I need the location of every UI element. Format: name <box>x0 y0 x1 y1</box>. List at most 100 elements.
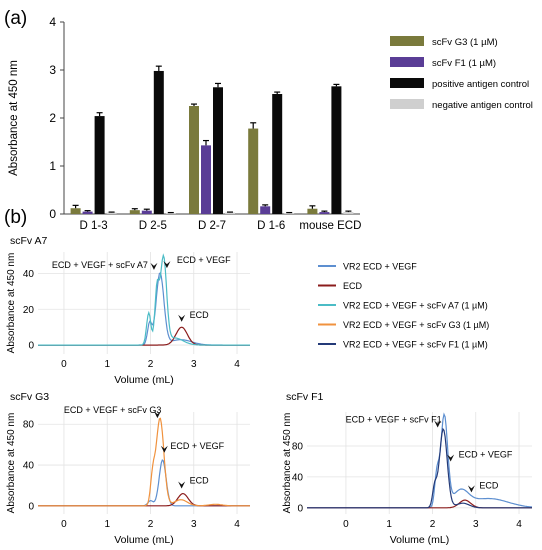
line-legend: VR2 ECD + VEGF ECD VR2 ECD + VEGF + scFv A… <box>318 262 489 350</box>
x-tick-label: 4 <box>516 519 522 530</box>
legend-label: ECD <box>343 281 363 291</box>
bar <box>94 116 105 214</box>
x-tick-label: 2 <box>430 519 436 530</box>
x-axis-label: Volume (mL) <box>114 534 174 546</box>
peak-annotation: ECD + VEGF <box>170 441 224 451</box>
y-tick-label: 0 <box>49 207 56 221</box>
peak-annotation: ECD + VEGF <box>177 255 231 265</box>
y-tick-label: 0 <box>28 501 34 512</box>
chromatogram-g3: scFv G3 Absorbance at 450 nm 0 40 80 0 1 2 3 4 Vol… <box>6 391 250 546</box>
y-axis-label: Absorbance at 450 nm <box>282 413 293 514</box>
bar <box>141 210 152 214</box>
legend-label: VR2 ECD + VEGF + scFv F1 (1 µM) <box>343 340 488 350</box>
bar <box>165 213 176 214</box>
x-tick-label: 3 <box>191 359 197 370</box>
bar <box>153 70 164 215</box>
peak-annotation: ECD + VEGF <box>459 449 513 459</box>
peak-annotation: ECD <box>190 310 210 320</box>
bar-legend: scFv G3 (1 µM) scFv F1 (1 µM) positive ant… <box>390 36 533 111</box>
peak-annotation: ECD + VEGF + scFv G3 <box>64 405 162 415</box>
y-tick-label: 0 <box>28 341 34 352</box>
bar <box>284 213 295 214</box>
x-tick-label: 0 <box>343 519 349 530</box>
bar <box>106 212 117 214</box>
peak-arrow <box>163 261 171 269</box>
bar <box>343 212 354 214</box>
bar <box>272 94 283 214</box>
y-tick-label: 40 <box>23 269 35 280</box>
x-tick-label: 4 <box>234 519 240 530</box>
x-tick-label: 3 <box>473 519 479 530</box>
peak-annotation: ECD <box>479 480 499 490</box>
x-tick-label: 1 <box>104 359 110 370</box>
y-tick-label: 40 <box>292 472 304 483</box>
bar <box>129 210 140 214</box>
x-axis-label: Volume (mL) <box>114 374 174 386</box>
trace-line <box>307 412 533 509</box>
panel-label-b: (b) <box>4 207 27 228</box>
y-axis-label: Absorbance at 450 nm <box>8 60 20 176</box>
legend-swatch <box>390 78 424 88</box>
peak-arrow <box>178 481 186 489</box>
legend-label: scFv F1 (1 µM) <box>432 58 496 69</box>
y-tick-label: 40 <box>23 461 35 472</box>
legend-swatch <box>390 36 424 46</box>
bar <box>82 211 93 214</box>
trace-line <box>38 459 250 507</box>
peak-arrow <box>153 411 161 419</box>
chromatogram-a7: scFv A7 Absorbance at 450 nm 0 20 40 0 1 2 3 4 Vol… <box>6 235 250 386</box>
peak-annotation: ECD <box>190 476 210 486</box>
y-tick-label: 3 <box>49 63 56 77</box>
category-label: D 2-5 <box>139 220 167 232</box>
x-axis-label: Volume (mL) <box>390 534 450 546</box>
peak-annotation: ECD + VEGF + scFv F1 <box>346 414 442 424</box>
x-tick-label: 2 <box>148 359 154 370</box>
legend-label: VR2 ECD + VEGF + scFv A7 (1 µM) <box>343 301 488 311</box>
bar <box>319 212 330 214</box>
bar <box>213 87 223 214</box>
legend-swatch <box>390 57 424 67</box>
x-tick-label: 1 <box>386 519 392 530</box>
y-axis-label: Absorbance at 450 nm <box>6 413 17 514</box>
x-tick-label: 2 <box>148 519 154 530</box>
legend-label: positive antigen control <box>432 79 529 90</box>
y-tick-label: 1 <box>49 159 56 173</box>
category-label: D 1-6 <box>257 220 285 232</box>
legend-label: negative antigen control <box>432 100 533 111</box>
peak-arrow <box>434 420 442 428</box>
legend-label: VR2 ECD + VEGF <box>343 262 417 272</box>
panel-label-a: (a) <box>4 8 27 29</box>
bar <box>70 208 81 214</box>
trace-line <box>38 417 250 507</box>
legend-swatch <box>390 99 424 109</box>
bar <box>260 206 271 214</box>
peak-arrow <box>467 485 475 493</box>
legend-label: VR2 ECD + VEGF + scFv G3 (1 µM) <box>343 320 489 330</box>
x-tick-label: 0 <box>61 519 67 530</box>
chart-title: scFv F1 <box>286 391 323 403</box>
category-label: D 2-7 <box>198 220 226 232</box>
chromatogram-f1: scFv F1 Absorbance at 450 nm 0 40 80 0 1 2 3 4 Vol… <box>282 391 533 546</box>
peak-arrow <box>447 454 455 462</box>
bar-chart: 0 1 2 3 4 Absorbance at 450 nm D 1-3 D 2-5 D 2-7… <box>8 15 361 232</box>
x-tick-label: 0 <box>61 359 67 370</box>
y-tick-label: 4 <box>49 15 56 29</box>
x-tick-label: 4 <box>234 359 240 370</box>
bar <box>248 128 259 214</box>
x-tick-label: 3 <box>191 519 197 530</box>
category-label: mouse ECD <box>299 220 361 232</box>
peak-arrow <box>150 262 158 270</box>
bar <box>201 145 211 214</box>
y-tick-label: 80 <box>23 420 35 431</box>
bar <box>307 208 318 214</box>
y-axis-label: Absorbance at 450 nm <box>6 253 17 354</box>
category-label: D 1-3 <box>80 220 108 232</box>
bar <box>331 86 342 214</box>
legend-label: scFv G3 (1 µM) <box>432 37 498 48</box>
chart-title: scFv G3 <box>10 391 49 403</box>
bar <box>189 106 199 214</box>
x-tick-label: 1 <box>104 519 110 530</box>
y-tick-label: 80 <box>292 442 304 453</box>
peak-annotation: ECD + VEGF + scFv A7 <box>52 260 148 270</box>
y-tick-label: 0 <box>297 503 303 514</box>
